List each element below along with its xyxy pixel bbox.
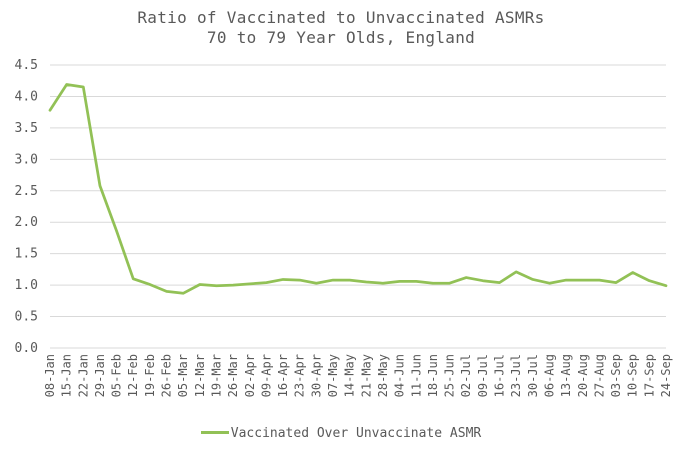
- series-lines: [48, 83, 668, 295]
- x-tick-label: 09-Jul: [476, 354, 490, 397]
- x-tick-label: 19-Feb: [143, 354, 157, 397]
- x-tick-label: 12-Feb: [126, 354, 140, 397]
- x-tick-label: 29-Jan: [93, 354, 107, 397]
- x-tick-label: 19-Mar: [209, 354, 223, 397]
- x-tick-label: 02-Jul: [459, 354, 473, 397]
- x-tick-label: 23-Apr: [293, 354, 307, 397]
- x-tick-label: 20-Aug: [576, 354, 590, 397]
- series-line-0: [48, 83, 668, 295]
- x-tick-label: 26-Mar: [226, 354, 240, 397]
- x-tick-label: 17-Sep: [642, 354, 656, 397]
- x-tick-label: 15-Jan: [60, 354, 74, 397]
- x-tick-label: 12-Mar: [193, 354, 207, 397]
- y-tick-label: 4.0: [15, 89, 38, 104]
- x-tick-label: 18-Jun: [426, 354, 440, 397]
- gridlines: [50, 64, 666, 349]
- x-tick-label: 23-Jul: [509, 354, 523, 397]
- x-tick-label: 04-Jun: [393, 354, 407, 397]
- x-tick-label: 03-Sep: [609, 354, 623, 397]
- x-axis-tick-labels: 08-Jan 15-Jan 22-Jan 29-Jan 05-Feb 12-Feb 19-F…: [43, 354, 673, 397]
- chart-title: Ratio of Vaccinated to Unvaccinated ASMR…: [0, 8, 682, 48]
- x-tick-label: 06-Aug: [542, 354, 556, 397]
- x-tick-label: 08-Jan: [43, 354, 57, 397]
- y-tick-label: 1.0: [15, 278, 38, 293]
- y-tick-label: 4.5: [15, 58, 38, 73]
- x-tick-label: 24-Sep: [659, 354, 673, 397]
- x-tick-label: 30-Jul: [526, 354, 540, 397]
- x-tick-label: 13-Aug: [559, 354, 573, 397]
- chart-title-line-1: Ratio of Vaccinated to Unvaccinated ASMR…: [137, 8, 545, 27]
- x-tick-label: 02-Apr: [243, 354, 257, 397]
- x-tick-label: 11-Jun: [409, 354, 423, 397]
- y-tick-label: 0.5: [15, 310, 38, 325]
- x-tick-label: 05-Mar: [176, 354, 190, 397]
- y-axis-tick-labels: 0.0 0.5 1.0 1.5 2.0 2.5 3.0 3.5 4.0 4.5: [15, 58, 38, 356]
- legend-swatch: [200, 431, 229, 434]
- x-tick-label: 09-Apr: [259, 354, 273, 397]
- y-tick-label: 2.0: [15, 215, 38, 230]
- y-tick-label: 3.0: [15, 152, 38, 167]
- x-tick-label: 14-May: [343, 354, 357, 397]
- x-tick-label: 25-Jun: [443, 354, 457, 397]
- y-tick-label: 0.0: [15, 341, 38, 356]
- x-tick-label: 27-Aug: [592, 354, 606, 397]
- y-tick-label: 2.5: [15, 184, 38, 199]
- x-tick-label: 05-Feb: [110, 354, 124, 397]
- x-tick-label: 07-May: [326, 354, 340, 397]
- y-tick-label: 3.5: [15, 121, 38, 136]
- x-tick-label: 26-Feb: [160, 354, 174, 397]
- x-tick-label: 30-Apr: [309, 354, 323, 397]
- x-tick-label: 16-Apr: [276, 354, 290, 397]
- legend-label: Vaccinated Over Unvaccinate ASMR: [230, 426, 482, 441]
- x-tick-label: 10-Sep: [626, 354, 640, 397]
- y-tick-label: 1.5: [15, 247, 38, 262]
- x-tick-label: 22-Jan: [76, 354, 90, 397]
- x-tick-label: 28-May: [376, 354, 390, 397]
- chart-title-line-2: 70 to 79 Year Olds, England: [206, 28, 476, 47]
- x-tick-label: 16-Jul: [493, 354, 507, 397]
- x-tick-label: 21-May: [359, 354, 373, 397]
- legend: Vaccinated Over Unvaccinate ASMR: [0, 426, 682, 442]
